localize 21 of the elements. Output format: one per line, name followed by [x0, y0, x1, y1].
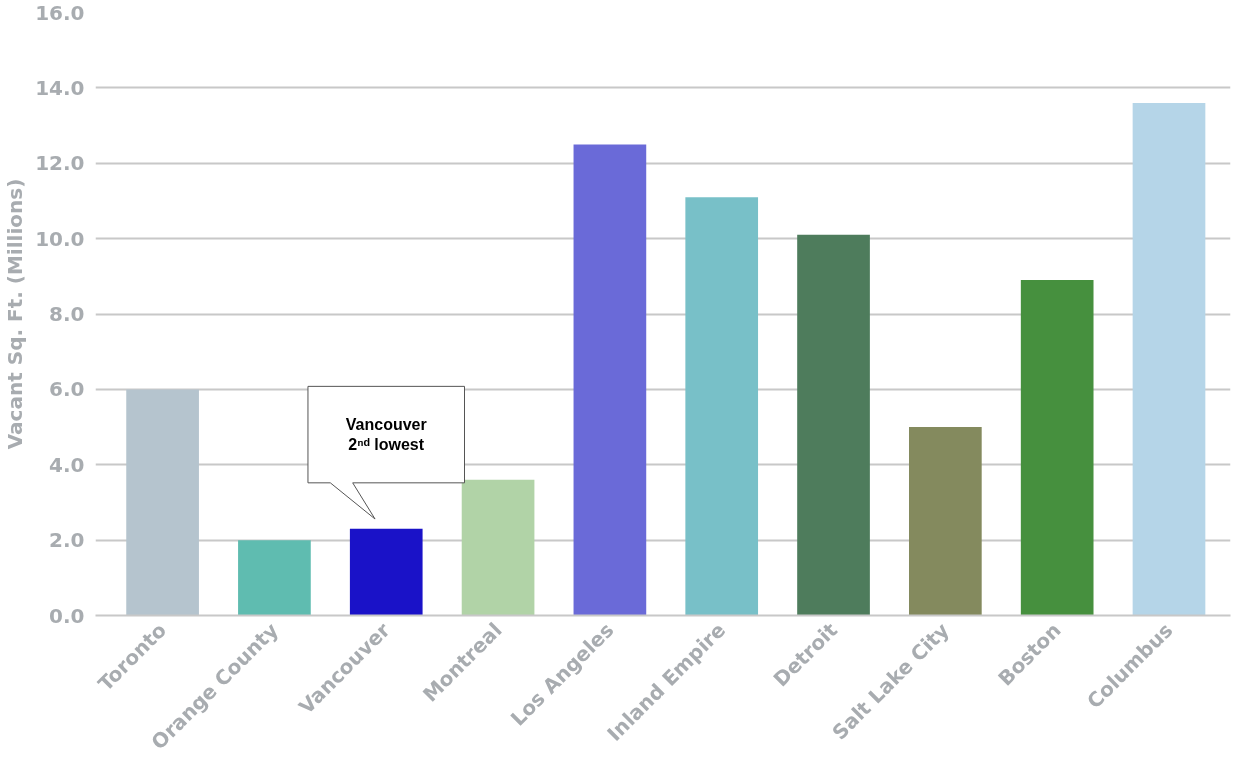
y-tick-label: 4.0 — [49, 452, 85, 477]
bar — [909, 427, 982, 616]
y-tick-label: 14.0 — [35, 75, 85, 100]
bar — [461, 479, 535, 616]
bar — [349, 528, 423, 616]
bar — [685, 197, 759, 616]
y-tick-label: 16.0 — [35, 0, 85, 25]
y-tick-label: 10.0 — [35, 226, 85, 251]
bar — [126, 389, 199, 616]
y-axis-title: Vacant Sq. Ft. (Millions) — [3, 178, 28, 450]
bar — [797, 234, 870, 616]
bar — [238, 540, 311, 616]
y-tick-label: 0.0 — [49, 603, 85, 628]
y-tick-label: 12.0 — [35, 151, 85, 176]
bar — [1132, 102, 1206, 616]
y-tick-label: 2.0 — [49, 528, 85, 553]
annotation: Vancouver 2ⁿᵈ lowest — [345, 415, 427, 454]
bar — [1020, 280, 1094, 616]
y-tick-label: 8.0 — [49, 302, 85, 326]
bar — [573, 144, 647, 616]
y-tick-label: 6.0 — [49, 377, 85, 402]
